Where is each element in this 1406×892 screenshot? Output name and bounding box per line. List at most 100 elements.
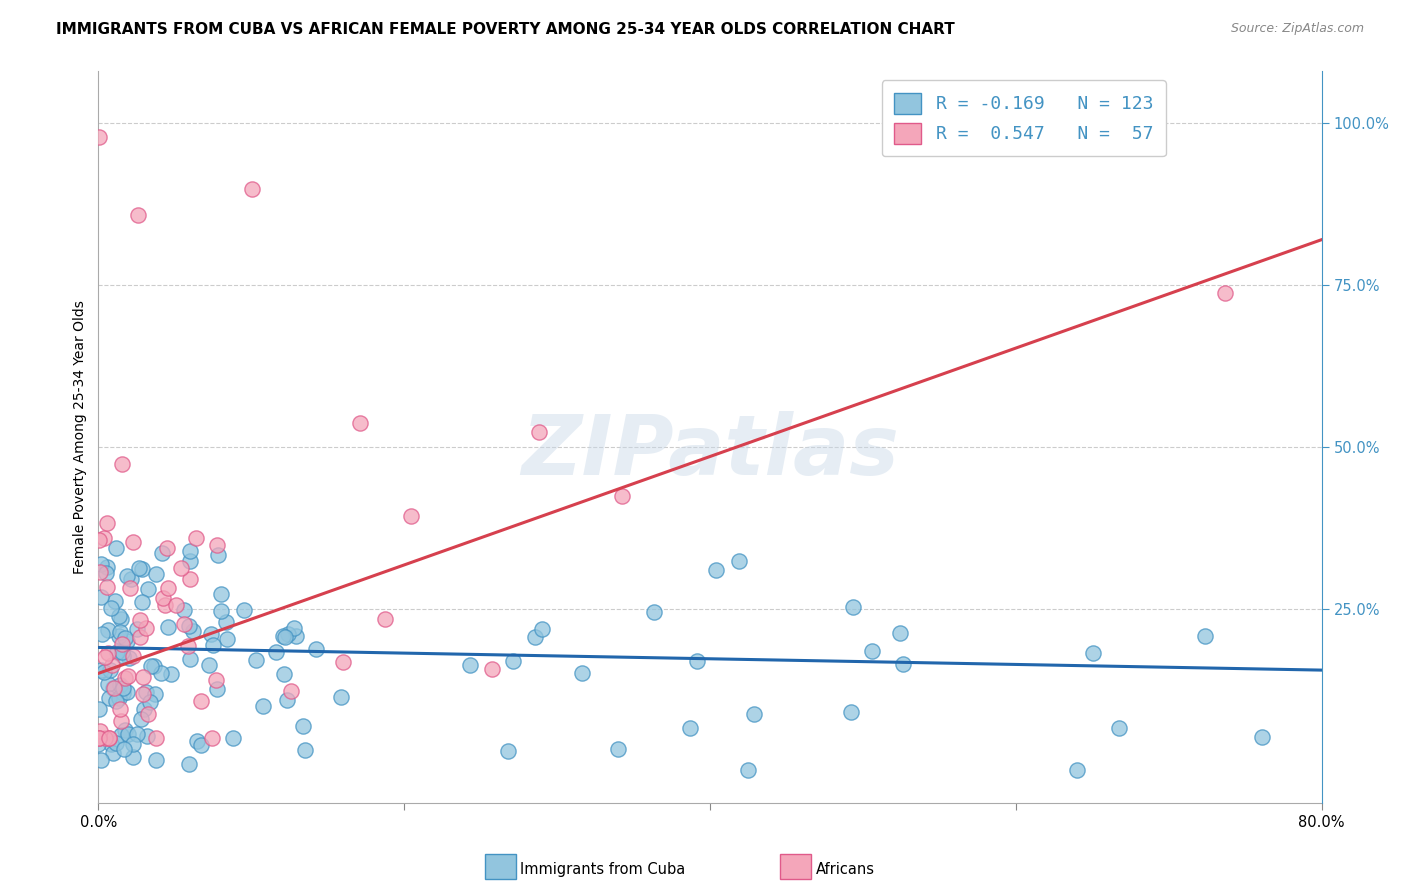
Point xyxy=(93,665,115,679)
Point xyxy=(177,639,200,653)
Point xyxy=(294,743,316,757)
Point xyxy=(523,630,546,644)
Point xyxy=(94,566,117,581)
Point xyxy=(110,714,132,728)
Point xyxy=(245,653,267,667)
Point xyxy=(141,658,163,673)
Point xyxy=(122,750,145,764)
Point xyxy=(90,590,112,604)
Point xyxy=(122,649,145,664)
Point xyxy=(157,581,180,595)
Point xyxy=(112,681,135,695)
Point xyxy=(132,687,155,701)
Point xyxy=(183,624,205,638)
Point xyxy=(330,690,353,704)
Point xyxy=(209,586,232,600)
Point xyxy=(89,129,111,144)
Point xyxy=(889,626,911,640)
Point xyxy=(127,208,149,222)
Point xyxy=(120,572,142,586)
Point xyxy=(198,657,221,672)
Point xyxy=(679,721,702,735)
Point xyxy=(200,627,222,641)
Point xyxy=(145,731,167,745)
Point xyxy=(502,654,524,668)
Point xyxy=(136,582,159,597)
Point xyxy=(97,677,120,691)
Point xyxy=(89,565,111,579)
Point xyxy=(114,631,136,645)
Point xyxy=(125,622,148,636)
Point xyxy=(101,681,124,695)
Point xyxy=(170,560,193,574)
Point xyxy=(93,532,115,546)
Point xyxy=(105,736,128,750)
Point xyxy=(143,687,166,701)
Point xyxy=(159,667,181,681)
Point xyxy=(179,554,201,568)
Point xyxy=(108,625,131,640)
Point xyxy=(209,604,232,618)
Point xyxy=(97,691,120,706)
Point xyxy=(186,733,208,747)
Point xyxy=(104,594,127,608)
Point xyxy=(87,731,110,745)
Point xyxy=(89,702,111,716)
Point xyxy=(190,694,212,708)
Point xyxy=(214,615,236,629)
Point xyxy=(114,671,136,685)
Point xyxy=(173,603,195,617)
Point xyxy=(266,645,288,659)
Point xyxy=(93,731,115,745)
Point xyxy=(114,723,136,737)
Point xyxy=(105,644,128,658)
Point xyxy=(115,569,138,583)
Point xyxy=(1194,628,1216,642)
Point xyxy=(97,624,120,638)
Point xyxy=(842,599,865,614)
Point xyxy=(277,627,299,641)
Point xyxy=(129,713,152,727)
Point xyxy=(1108,721,1130,735)
Text: ZIPatlas: ZIPatlas xyxy=(522,411,898,492)
Point xyxy=(143,658,166,673)
Point xyxy=(686,654,709,668)
Point xyxy=(131,562,153,576)
Point xyxy=(132,702,155,716)
Point xyxy=(531,623,554,637)
Point xyxy=(100,600,122,615)
Point xyxy=(205,673,228,688)
Point xyxy=(139,696,162,710)
Point xyxy=(115,685,138,699)
Point xyxy=(121,737,143,751)
Point xyxy=(136,729,159,743)
Point xyxy=(135,684,157,698)
Point xyxy=(273,667,295,681)
Point xyxy=(104,694,127,708)
Point xyxy=(179,651,201,665)
Point xyxy=(527,425,550,440)
Point xyxy=(96,516,118,530)
Point xyxy=(108,702,131,716)
Point xyxy=(98,663,121,677)
Point xyxy=(222,731,245,745)
Point xyxy=(94,650,117,665)
Text: Immigrants from Cuba: Immigrants from Cuba xyxy=(520,863,686,877)
Point xyxy=(111,649,134,664)
Point xyxy=(89,557,111,571)
Point xyxy=(891,657,914,672)
Point xyxy=(117,727,139,741)
Point xyxy=(129,631,152,645)
Point xyxy=(1081,646,1104,660)
Point xyxy=(98,731,121,745)
Point xyxy=(399,508,422,523)
Point xyxy=(742,706,765,721)
Point xyxy=(240,182,263,196)
Point xyxy=(149,665,172,680)
Point xyxy=(96,560,118,574)
Point xyxy=(132,670,155,684)
Point xyxy=(121,535,143,549)
Point xyxy=(108,609,131,624)
Point xyxy=(706,563,728,577)
Point xyxy=(283,621,305,635)
